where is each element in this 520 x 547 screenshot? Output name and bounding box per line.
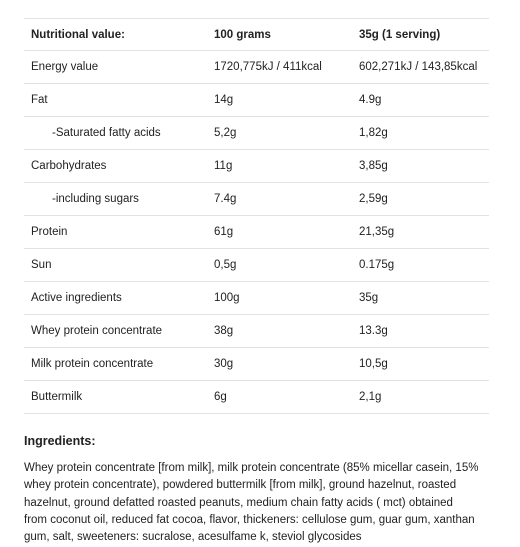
- table-row: Fat 14g 4.9g: [24, 83, 489, 117]
- table-cell: 4.9g: [359, 83, 489, 117]
- table-cell: 21,35g: [359, 215, 489, 249]
- ingredients-line: from coconut oil, reduced fat cocoa, fla…: [24, 513, 475, 526]
- table-row: Energy value 1720,775kJ / 411kcal 602,271k…: [24, 50, 489, 84]
- table-cell: 14g: [214, 83, 359, 117]
- header-cell: 35g (1 serving): [359, 18, 489, 51]
- table-cell: 10,5g: [359, 347, 489, 381]
- table-cell: Milk protein concentrate: [24, 347, 214, 381]
- table-row: Whey protein concentrate 38g 13.3g: [24, 314, 489, 348]
- table-cell: Protein: [24, 215, 214, 249]
- table-cell: 602,271kJ / 143,85kcal: [359, 50, 489, 84]
- table-cell: Carbohydrates: [24, 149, 214, 183]
- nutrition-table: Nutritional value: 100 grams 35g (1 servin…: [24, 18, 489, 414]
- table-cell: 38g: [214, 314, 359, 348]
- table-row: Milk protein concentrate 30g 10,5g: [24, 347, 489, 381]
- ingredients-line: Whey protein concentrate [from milk], mi…: [24, 462, 479, 474]
- header-cell: 100 grams: [214, 18, 359, 51]
- table-row: Active ingredients 100g 35g: [24, 281, 489, 315]
- table-cell: 11g: [214, 149, 359, 183]
- table-cell: 2,1g: [359, 380, 489, 414]
- header-row: Nutritional value: 100 grams 35g (1 servin…: [24, 18, 489, 51]
- table-cell: 35g: [359, 281, 489, 315]
- table-cell: 3,85g: [359, 149, 489, 183]
- table-row: -including sugars 7.4g 2,59g: [24, 182, 489, 216]
- table-cell: Active ingredients: [24, 281, 214, 315]
- table-cell: 0.175g: [359, 248, 489, 282]
- table-row: Carbohydrates 11g 3,85g: [24, 149, 489, 183]
- table-cell: Whey protein concentrate: [24, 314, 214, 348]
- table-cell: -Saturated fatty acids: [24, 116, 214, 150]
- table-cell: Sun: [24, 248, 214, 282]
- table-cell: 7.4g: [214, 182, 359, 216]
- table-cell: 5,2g: [214, 116, 359, 150]
- table-cell: Buttermilk: [24, 380, 214, 414]
- table-cell: 2,59g: [359, 182, 489, 216]
- ingredients-title: Ingredients:: [24, 434, 96, 448]
- table-row: Protein 61g 21,35g: [24, 215, 489, 249]
- ingredients-line: gum, salt, sweeteners: sucralose, acesul…: [24, 531, 362, 544]
- ingredients-text: Whey protein concentrate [from milk], mi…: [24, 460, 478, 546]
- table-cell: 0,5g: [214, 248, 359, 282]
- table-cell: -including sugars: [24, 182, 214, 216]
- ingredients-line: hazelnut, ground defatted roasted peanut…: [24, 496, 453, 509]
- ingredients-line: whey protein concentrate), powdered butt…: [24, 479, 457, 492]
- table-cell: 13.3g: [359, 314, 489, 348]
- table-row: Sun 0,5g 0.175g: [24, 248, 489, 282]
- table-cell: 1,82g: [359, 116, 489, 150]
- table-cell: 30g: [214, 347, 359, 381]
- table-cell: 6g: [214, 380, 359, 414]
- header-cell: Nutritional value:: [24, 18, 214, 51]
- table-cell: Energy value: [24, 50, 214, 84]
- table-cell: 1720,775kJ / 411kcal: [214, 50, 359, 84]
- table-cell: 61g: [214, 215, 359, 249]
- table-row: -Saturated fatty acids 5,2g 1,82g: [24, 116, 489, 150]
- table-cell: 100g: [214, 281, 359, 315]
- table-row: Buttermilk 6g 2,1g: [24, 380, 489, 414]
- table-cell: Fat: [24, 83, 214, 117]
